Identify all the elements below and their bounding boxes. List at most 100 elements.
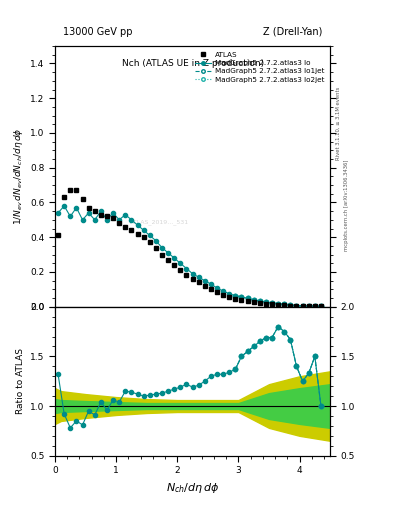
ATLAS <box>111 215 116 221</box>
MadGraph5 2.7.2.atlas3 lo <box>62 203 66 209</box>
ATLAS <box>62 194 66 200</box>
MadGraph5 2.7.2.atlas3 lo1jet <box>270 300 274 306</box>
MadGraph5 2.7.2.atlas3 lo2jet <box>294 303 299 309</box>
Y-axis label: Ratio to ATLAS: Ratio to ATLAS <box>16 348 25 414</box>
ATLAS <box>209 286 213 292</box>
MadGraph5 2.7.2.atlas3 lo <box>80 217 85 223</box>
MadGraph5 2.7.2.atlas3 lo1jet <box>252 297 256 303</box>
MadGraph5 2.7.2.atlas3 lo <box>300 303 305 309</box>
MadGraph5 2.7.2.atlas3 lo1jet <box>245 295 250 302</box>
ATLAS <box>105 214 109 220</box>
ATLAS <box>227 294 231 300</box>
MadGraph5 2.7.2.atlas3 lo <box>209 281 213 287</box>
MadGraph5 2.7.2.atlas3 lo1jet <box>319 303 323 309</box>
Text: ATLAS_2019..._531: ATLAS_2019..._531 <box>130 219 189 225</box>
MadGraph5 2.7.2.atlas3 lo <box>221 288 226 294</box>
MadGraph5 2.7.2.atlas3 lo2jet <box>282 301 286 307</box>
MadGraph5 2.7.2.atlas3 lo1jet <box>294 303 299 309</box>
MadGraph5 2.7.2.atlas3 lo <box>178 260 183 266</box>
MadGraph5 2.7.2.atlas3 lo <box>172 255 176 261</box>
MadGraph5 2.7.2.atlas3 lo <box>105 217 109 223</box>
MadGraph5 2.7.2.atlas3 lo <box>294 303 299 309</box>
ATLAS <box>245 298 250 305</box>
MadGraph5 2.7.2.atlas3 lo <box>147 232 152 239</box>
MadGraph5 2.7.2.atlas3 lo <box>92 217 97 223</box>
ATLAS <box>202 283 207 289</box>
MadGraph5 2.7.2.atlas3 lo <box>276 301 281 307</box>
ATLAS <box>257 300 262 306</box>
MadGraph5 2.7.2.atlas3 lo <box>123 211 128 218</box>
MadGraph5 2.7.2.atlas3 lo <box>160 245 164 251</box>
MadGraph5 2.7.2.atlas3 lo <box>312 303 317 309</box>
MadGraph5 2.7.2.atlas3 lo <box>270 300 274 306</box>
MadGraph5 2.7.2.atlas3 lo <box>86 210 91 216</box>
ATLAS <box>86 205 91 211</box>
MadGraph5 2.7.2.atlas3 lo <box>117 217 121 223</box>
Y-axis label: $1/N_{ev}\,dN_{ev}/dN_{ch}/d\eta\,d\phi$: $1/N_{ev}\,dN_{ev}/dN_{ch}/d\eta\,d\phi$ <box>12 127 25 225</box>
ATLAS <box>74 187 79 194</box>
ATLAS <box>300 303 305 309</box>
ATLAS <box>276 302 281 308</box>
MadGraph5 2.7.2.atlas3 lo <box>319 303 323 309</box>
ATLAS <box>68 187 73 194</box>
MadGraph5 2.7.2.atlas3 lo1jet <box>276 301 281 307</box>
ATLAS <box>135 231 140 237</box>
ATLAS <box>239 297 244 303</box>
MadGraph5 2.7.2.atlas3 lo <box>154 238 158 244</box>
ATLAS <box>215 289 219 295</box>
ATLAS <box>288 303 293 309</box>
MadGraph5 2.7.2.atlas3 lo1jet <box>282 301 286 307</box>
Text: Nch (ATLAS UE in Z production): Nch (ATLAS UE in Z production) <box>121 59 264 68</box>
MadGraph5 2.7.2.atlas3 lo1jet <box>312 303 317 309</box>
MadGraph5 2.7.2.atlas3 lo <box>245 295 250 302</box>
ATLAS <box>270 302 274 308</box>
ATLAS <box>80 196 85 202</box>
ATLAS <box>154 245 158 251</box>
MadGraph5 2.7.2.atlas3 lo <box>141 227 146 233</box>
Text: mcplots.cern.ch [arXiv:1306.3436]: mcplots.cern.ch [arXiv:1306.3436] <box>344 159 349 250</box>
MadGraph5 2.7.2.atlas3 lo <box>68 214 73 220</box>
ATLAS <box>166 257 171 263</box>
ATLAS <box>56 232 61 239</box>
MadGraph5 2.7.2.atlas3 lo <box>282 301 286 307</box>
ATLAS <box>233 295 238 302</box>
MadGraph5 2.7.2.atlas3 lo <box>135 222 140 228</box>
MadGraph5 2.7.2.atlas3 lo <box>233 293 238 299</box>
MadGraph5 2.7.2.atlas3 lo <box>264 299 268 305</box>
ATLAS <box>92 208 97 214</box>
ATLAS <box>123 224 128 230</box>
ATLAS <box>99 211 103 218</box>
Text: Rivet 3.1.10, ≥ 3.1M events: Rivet 3.1.10, ≥ 3.1M events <box>336 86 341 160</box>
ATLAS <box>282 302 286 308</box>
ATLAS <box>312 303 317 309</box>
ATLAS <box>160 251 164 258</box>
MadGraph5 2.7.2.atlas3 lo <box>196 274 201 280</box>
ATLAS <box>307 303 311 309</box>
MadGraph5 2.7.2.atlas3 lo <box>252 297 256 303</box>
MadGraph5 2.7.2.atlas3 lo <box>74 205 79 211</box>
MadGraph5 2.7.2.atlas3 lo <box>239 294 244 300</box>
MadGraph5 2.7.2.atlas3 lo2jet <box>252 297 256 303</box>
MadGraph5 2.7.2.atlas3 lo1jet <box>264 299 268 305</box>
MadGraph5 2.7.2.atlas3 lo <box>227 291 231 297</box>
MadGraph5 2.7.2.atlas3 lo <box>202 278 207 284</box>
MadGraph5 2.7.2.atlas3 lo1jet <box>300 303 305 309</box>
MadGraph5 2.7.2.atlas3 lo1jet <box>257 298 262 304</box>
MadGraph5 2.7.2.atlas3 lo <box>257 298 262 304</box>
MadGraph5 2.7.2.atlas3 lo2jet <box>300 303 305 309</box>
ATLAS <box>141 234 146 240</box>
MadGraph5 2.7.2.atlas3 lo <box>99 208 103 214</box>
Line: MadGraph5 2.7.2.atlas3 lo1jet: MadGraph5 2.7.2.atlas3 lo1jet <box>233 294 323 308</box>
ATLAS <box>196 280 201 286</box>
X-axis label: $N_{ch}/d\eta\,d\phi$: $N_{ch}/d\eta\,d\phi$ <box>166 481 219 495</box>
MadGraph5 2.7.2.atlas3 lo1jet <box>307 303 311 309</box>
MadGraph5 2.7.2.atlas3 lo1jet <box>288 302 293 308</box>
ATLAS <box>221 292 226 298</box>
MadGraph5 2.7.2.atlas3 lo2jet <box>257 298 262 304</box>
MadGraph5 2.7.2.atlas3 lo2jet <box>312 303 317 309</box>
MadGraph5 2.7.2.atlas3 lo <box>215 285 219 291</box>
MadGraph5 2.7.2.atlas3 lo2jet <box>233 293 238 299</box>
ATLAS <box>252 300 256 306</box>
Text: Z (Drell-Yan): Z (Drell-Yan) <box>263 27 322 37</box>
ATLAS <box>294 303 299 309</box>
